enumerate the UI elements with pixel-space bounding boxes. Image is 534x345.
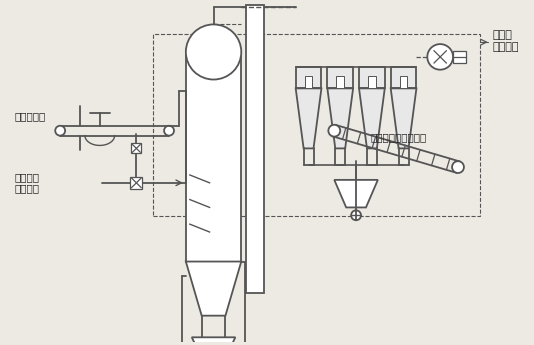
Bar [131,144,142,153]
Bar [453,51,466,63]
Bar [296,67,321,88]
Polygon shape [391,88,417,148]
Polygon shape [334,180,378,207]
Text: 入生料均化库提升机: 入生料均化库提升机 [371,132,427,142]
Bar [391,67,417,88]
Bar [368,77,376,88]
Bar [246,5,264,293]
Circle shape [452,161,464,173]
Text: 来自窑尾: 来自窑尾 [14,172,40,182]
Circle shape [55,126,65,136]
Polygon shape [296,88,321,148]
Polygon shape [327,88,353,148]
Text: 来自配料站: 来自配料站 [14,111,46,121]
Polygon shape [192,337,235,345]
Bar [327,67,353,88]
Bar [400,77,407,88]
Bar [336,77,344,88]
Circle shape [186,24,241,79]
Text: 废气处理: 废气处理 [493,42,519,52]
Circle shape [328,125,340,137]
Bar [359,67,385,88]
Polygon shape [186,262,241,316]
Bar [153,34,480,216]
Circle shape [164,126,174,136]
Text: 至窑尾: 至窑尾 [493,30,513,40]
Circle shape [351,210,361,220]
Circle shape [427,44,453,70]
Polygon shape [359,88,385,148]
Text: 高温风机: 高温风机 [14,183,40,193]
Bar [130,177,142,189]
Bar [186,52,241,262]
Bar [305,77,312,88]
